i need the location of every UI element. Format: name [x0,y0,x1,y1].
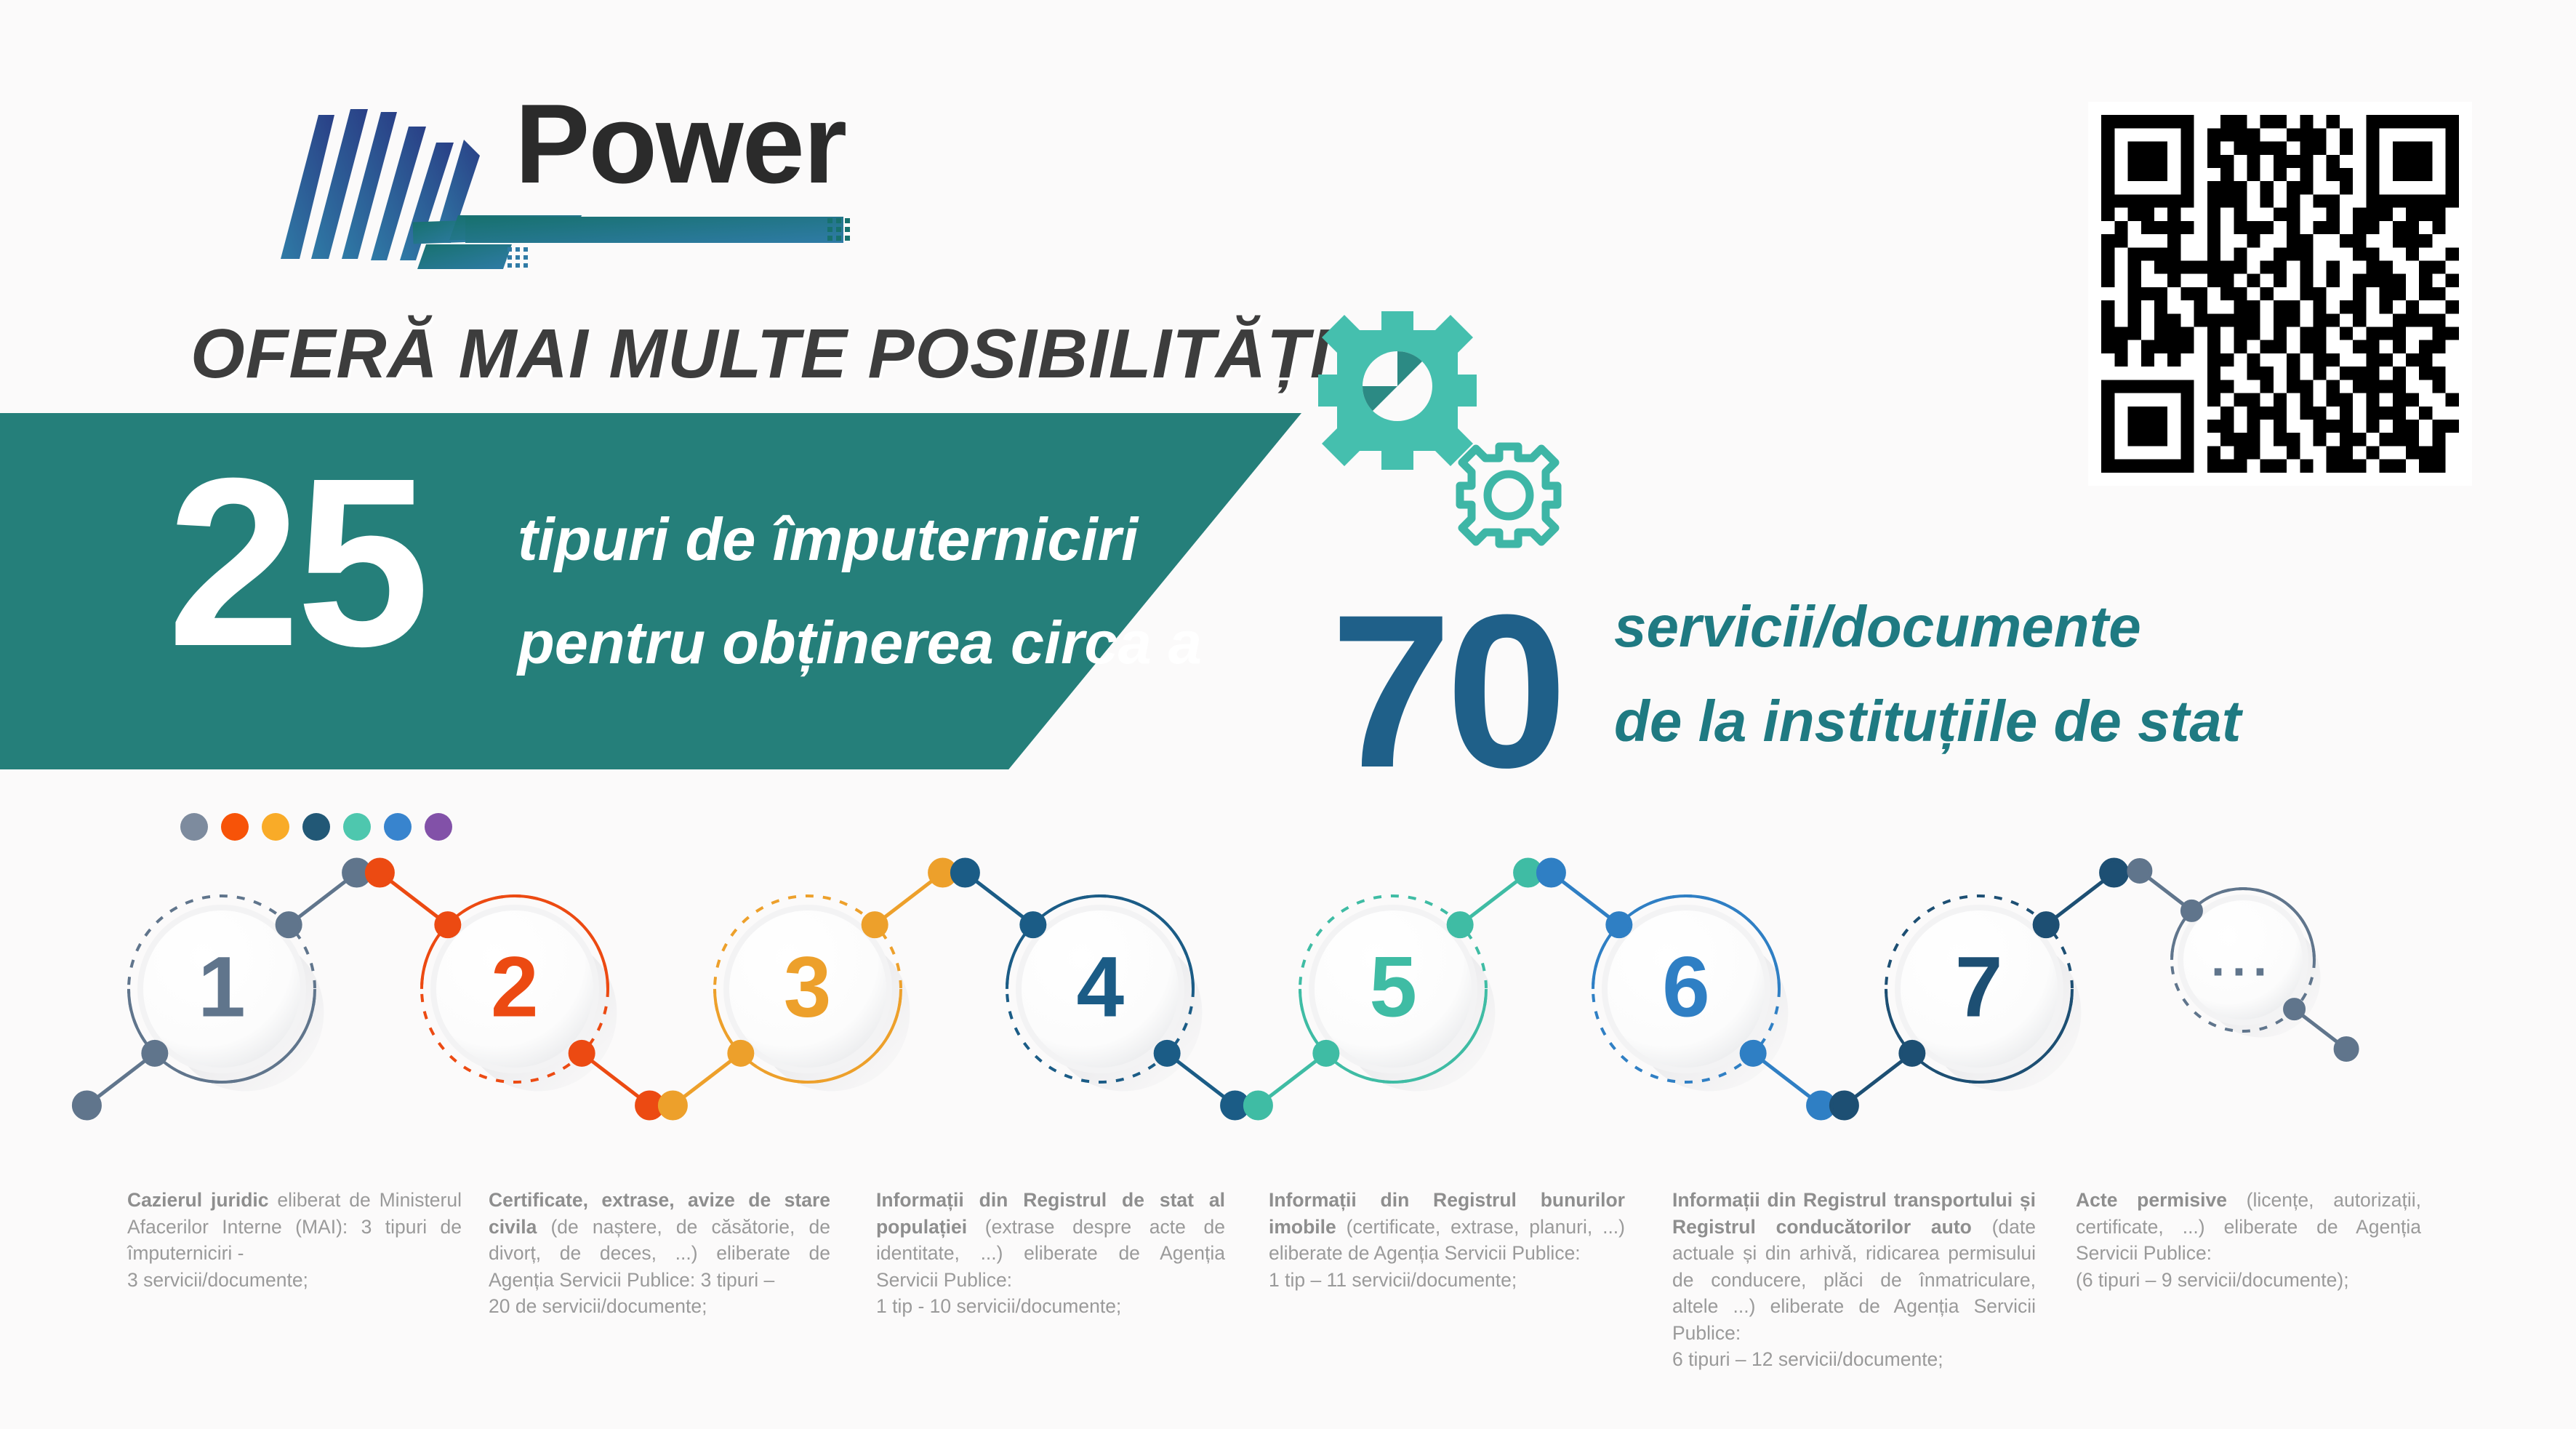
caption-title: Acte permisive [2076,1189,2227,1211]
step-circle-4[interactable]: 4 [950,857,1251,1121]
banner-line-1: tipuri de împuterniciri [518,505,1139,573]
caption-count: 1 tip – 11 servicii/documente; [1269,1268,1517,1291]
logo-wordmark: Power [515,81,847,207]
gears-icon [1265,297,1607,588]
step-caption-4: Informații din Registrul bunurilor imobi… [1269,1187,1625,1293]
step-caption-3: Informații din Registrul de stat al popu… [876,1187,1225,1320]
step-circle-graphic [1536,857,1837,1121]
caption-title: Informații din Registrul bunurilor imobi… [1269,1189,1625,1238]
step-number-label: 7 [1954,939,2003,1036]
qr-code[interactable] [2088,102,2472,486]
step-circle-3[interactable]: 3 [657,857,958,1121]
step-circle-1[interactable]: 1 [71,857,372,1121]
step-number-label: 4 [1076,939,1125,1036]
step-caption-5: Informații din Registrul transportului ș… [1672,1187,2036,1373]
step-circle-2[interactable]: 2 [364,857,665,1121]
step-number-label: ... [2211,931,2274,987]
services-number: 70 [1331,569,1568,813]
step-circle-graphic [364,857,665,1121]
palette-dot-6 [384,813,412,841]
services-line-1: servicii/documente [1614,594,2141,659]
caption-count: (6 tipuri – 9 servicii/documente); [2076,1268,2349,1291]
step-number-label: 5 [1369,939,1417,1036]
caption-count: 1 tip - 10 servicii/documente; [876,1295,1122,1318]
tagline: OFERĂ MAI MULTE POSIBILITĂȚI [190,315,1331,393]
step-circle-graphic [657,857,958,1121]
step-number-label: 3 [783,939,832,1036]
step-circle-7[interactable]: 7 [1829,857,2129,1121]
caption-title: Certificate, extrase, avize de stare civ… [489,1189,830,1238]
palette-dot-1 [180,813,208,841]
palette-dot-7 [425,813,452,841]
caption-title: Informații din Registrul de stat al popu… [876,1189,1225,1238]
caption-count: 3 servicii/documente; [127,1268,308,1291]
palette-dot-5 [343,813,371,841]
palette-dot-row [180,813,452,841]
palette-dot-4 [302,813,330,841]
step-circle-5[interactable]: 5 [1243,857,1544,1121]
step-number-label: 6 [1662,939,1710,1036]
step-circle-graphic [950,857,1251,1121]
banner-number: 25 [167,428,430,696]
step-circle-graphic [2126,858,2359,1062]
step-caption-2: Certificate, extrase, avize de stare civ… [489,1187,830,1320]
banner-line-2: pentru obținerea circa a [518,609,1202,676]
step-circle-graphic [71,857,372,1121]
step-circle-graphic [1829,857,2129,1121]
step-caption-6: Acte permisive (licențe, autorizații, ce… [2076,1187,2421,1293]
services-line-2: de la instituțiile de stat [1614,689,2242,753]
step-caption-1: Cazierul juridic eliberat de Ministerul … [127,1187,462,1293]
caption-title: Cazierul juridic [127,1189,269,1211]
step-number-label: 1 [198,939,246,1036]
step-circle-row: 1 2 [0,857,2576,1127]
step-number-label: 2 [490,939,539,1036]
palette-dot-2 [221,813,249,841]
step-circle-8[interactable]: ... [2126,858,2359,1062]
brand-logo: Power [218,86,858,289]
gear-pair-icon [1318,311,1562,548]
step-circle-6[interactable]: 6 [1536,857,1837,1121]
palette-dot-3 [262,813,289,841]
caption-count: 20 de servicii/documente; [489,1295,707,1318]
caption-title: Informații din Registrul transportului ș… [1672,1189,2036,1238]
qr-code-icon [2088,102,2472,486]
ml-power-mark-icon [281,109,850,269]
caption-count: 6 tipuri – 12 servicii/documente; [1672,1348,1943,1371]
